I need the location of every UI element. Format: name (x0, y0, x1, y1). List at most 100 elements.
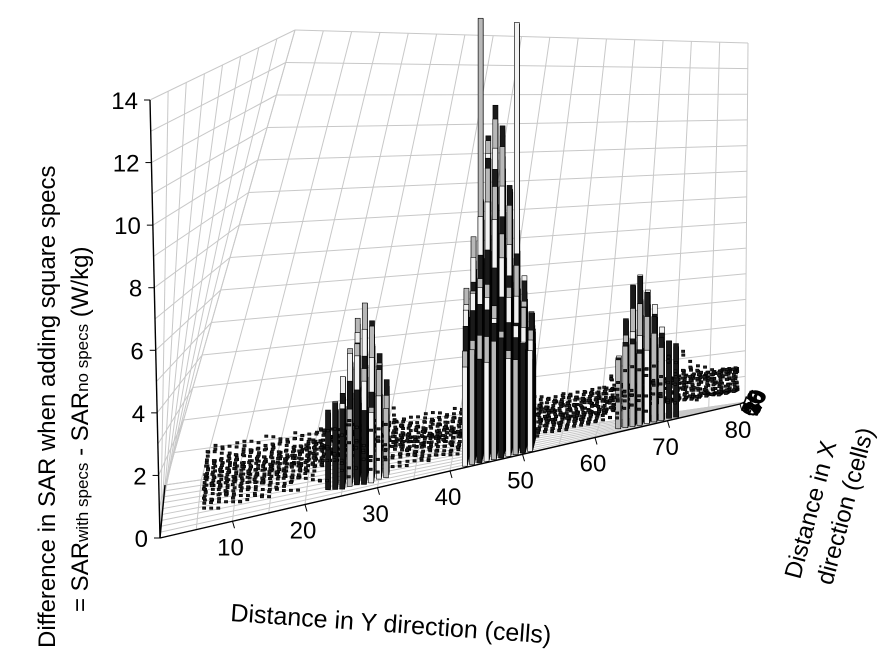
y-tick-label: 70 (652, 434, 679, 461)
surface-bar (469, 349, 475, 465)
surface-bar (275, 461, 280, 465)
surface-bar (233, 463, 237, 467)
surface-bar (582, 390, 587, 394)
surface-bar (303, 471, 308, 475)
surface-bar (267, 483, 272, 487)
surface-bar (665, 398, 670, 402)
surface-bar (254, 456, 259, 460)
surface-bar (681, 353, 686, 357)
surface-bar (566, 419, 571, 423)
surface-bar (276, 465, 281, 469)
surface-bar (253, 475, 258, 479)
surface-bar (245, 475, 250, 479)
surface-bar (539, 407, 544, 411)
surface-bar (220, 445, 225, 449)
surface-bar (391, 431, 396, 435)
surface-bar (248, 454, 252, 458)
surface-bar (731, 367, 736, 371)
surface-bar (416, 415, 420, 419)
surface-bar (304, 443, 309, 447)
surface-bar (689, 386, 694, 390)
surface-bar (267, 490, 272, 494)
surface-bar (383, 408, 389, 478)
surface-bar (254, 461, 259, 465)
surface-bar (227, 444, 232, 448)
surface-bar (405, 436, 410, 440)
surface-bar (281, 476, 286, 480)
surface-bar (282, 482, 287, 486)
surface-bar (512, 359, 519, 456)
z-tick-label: 14 (111, 88, 138, 115)
surface-bar (609, 377, 614, 381)
surface-bar (457, 420, 462, 424)
surface-bar (688, 375, 692, 379)
surface-bar (449, 425, 454, 429)
surface-bar (575, 414, 580, 418)
surface-bar (390, 444, 395, 448)
surface-bar (448, 433, 453, 437)
surface-bar (441, 428, 446, 432)
surface-bar (240, 465, 245, 469)
surface-bar (407, 424, 412, 428)
surface-bar (419, 442, 424, 446)
surface-bar (601, 411, 606, 415)
surface-bar (601, 392, 606, 396)
surface-bar (285, 453, 290, 457)
surface-bar (587, 417, 591, 421)
surface-bar (608, 399, 613, 403)
surface-bar (262, 461, 267, 465)
surface-bar (588, 391, 593, 395)
surface-bar (260, 487, 265, 491)
surface-bar (271, 435, 276, 439)
surface-bar (413, 428, 418, 432)
surface-bar (296, 476, 301, 480)
surface-bar (437, 418, 442, 422)
surface-bar (278, 437, 283, 441)
surface-bar (269, 455, 273, 459)
surface-bar (297, 468, 302, 472)
surface-bar (637, 368, 642, 372)
surface-bar (673, 343, 679, 418)
surface-bar (564, 416, 569, 420)
surface-bar (702, 388, 707, 392)
surface-bar (536, 407, 541, 411)
surface-bar (376, 457, 380, 461)
surface-bar (297, 452, 302, 456)
surface-bar (687, 381, 692, 385)
surface-bar (398, 433, 403, 437)
surface-bar (717, 384, 722, 388)
surface-bar (306, 464, 311, 468)
surface-bar (209, 482, 214, 486)
surface-bar (275, 477, 280, 481)
surface-bar (505, 358, 512, 457)
surface-bar (231, 500, 236, 504)
surface-bar (274, 473, 279, 477)
surface-bar (292, 437, 297, 441)
surface-bar (553, 395, 558, 399)
surface-bar (538, 398, 543, 402)
surface-bar (552, 400, 557, 404)
surface-bar (383, 455, 387, 459)
surface-bar (651, 392, 656, 396)
surface-bar (211, 466, 216, 470)
surface-bar (636, 353, 643, 426)
surface-bar (225, 486, 230, 490)
surface-bar (283, 457, 287, 461)
surface-bar (312, 465, 317, 469)
surface-bar (551, 404, 556, 408)
surface-bar (550, 418, 554, 422)
surface-bar (276, 450, 281, 454)
surface-bar (231, 475, 236, 479)
surface-bar (681, 368, 685, 372)
surface-bar (412, 444, 416, 448)
surface-bar (574, 407, 579, 411)
surface-bar (289, 463, 294, 467)
surface-bar (232, 486, 237, 490)
surface-bar (691, 392, 695, 396)
surface-bar (658, 391, 663, 395)
surface-bar (231, 493, 236, 497)
surface-bar (673, 372, 678, 376)
surface-bar (339, 408, 345, 490)
surface-bar (246, 485, 251, 489)
surface-bar (333, 427, 337, 431)
